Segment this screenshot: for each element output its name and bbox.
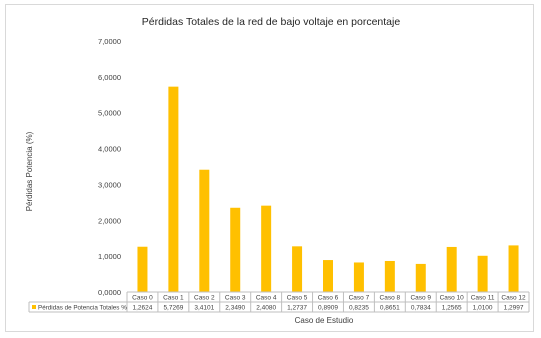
- y-tick-label: 7,0000: [98, 37, 121, 46]
- y-tick-label: 0,0000: [98, 288, 121, 297]
- x-tick-label: Caso 8: [380, 295, 401, 302]
- data-table-value: 5,7269: [163, 305, 183, 312]
- data-table-value: 2,3490: [225, 305, 245, 312]
- y-tick-label: 3,0000: [98, 180, 121, 189]
- bar: [446, 246, 457, 292]
- data-table-value: 0,8651: [380, 305, 400, 312]
- x-tick-label: Caso 1: [163, 295, 184, 302]
- legend-swatch: [32, 305, 36, 309]
- bar: [323, 260, 333, 292]
- data-table-value: 1,2565: [442, 305, 462, 312]
- data-table-value: 1,2737: [287, 305, 307, 312]
- x-tick-label: Caso 11: [471, 295, 495, 302]
- y-tick-label: 1,0000: [98, 252, 121, 261]
- bar: [508, 245, 519, 292]
- y-tick-label: 4,0000: [98, 145, 121, 154]
- bar: [230, 207, 241, 292]
- data-table-value: 1,2997: [504, 305, 524, 312]
- bar: [353, 262, 364, 292]
- x-tick-label: Caso 12: [501, 295, 526, 302]
- data-table-value: 0,8909: [318, 305, 338, 312]
- y-tick-label: 6,0000: [98, 73, 121, 82]
- data-table-value: 1,0100: [473, 305, 493, 312]
- chart-frame: Pérdidas Totales de la red de bajo volta…: [5, 4, 534, 332]
- y-axis-label: Pérdidas Potencia (%): [25, 131, 34, 211]
- x-tick-label: Caso 9: [410, 295, 431, 302]
- y-tick-label: 2,0000: [98, 216, 121, 225]
- data-table-value: 0,8235: [349, 305, 369, 312]
- x-tick-label: Caso 3: [225, 295, 246, 302]
- bar: [292, 246, 303, 292]
- data-table: Caso 0 Caso 1 Caso 2 Caso 3 Caso 4 Caso 5 Caso…: [28, 292, 530, 313]
- bar: [415, 263, 426, 292]
- x-tick-label: Caso 10: [440, 295, 465, 302]
- plot-area: 0,0000 1,0000 2,0000 3,0000 4,0000 5,0000 6,00…: [98, 37, 529, 297]
- data-table-value: 2,4080: [256, 305, 276, 312]
- bar: [168, 86, 179, 293]
- chart-title: Pérdidas Totales de la red de bajo volta…: [142, 16, 401, 28]
- bar-chart: Pérdidas Totales de la red de bajo volta…: [25, 16, 530, 325]
- bar: [199, 169, 210, 292]
- bar: [137, 246, 148, 292]
- bar: [477, 255, 488, 292]
- x-tick-label: Caso 5: [287, 295, 308, 302]
- y-tick-label: 5,0000: [98, 109, 121, 118]
- legend-label: Pérdidas de Potencia Totales %: [38, 305, 127, 312]
- x-tick-label: Caso 0: [132, 295, 153, 302]
- x-tick-label: Caso 2: [194, 295, 215, 302]
- data-table-value: 1,2624: [133, 305, 153, 312]
- x-tick-label: Caso 7: [349, 295, 370, 302]
- data-table-value: 0,7834: [411, 305, 431, 312]
- bar: [261, 205, 272, 292]
- x-tick-label: Caso 4: [256, 295, 277, 302]
- data-table-value: 3,4101: [194, 305, 214, 312]
- x-axis-label: Caso de Estudio: [295, 316, 354, 325]
- bar: [384, 260, 395, 292]
- x-tick-label: Caso 6: [318, 295, 339, 302]
